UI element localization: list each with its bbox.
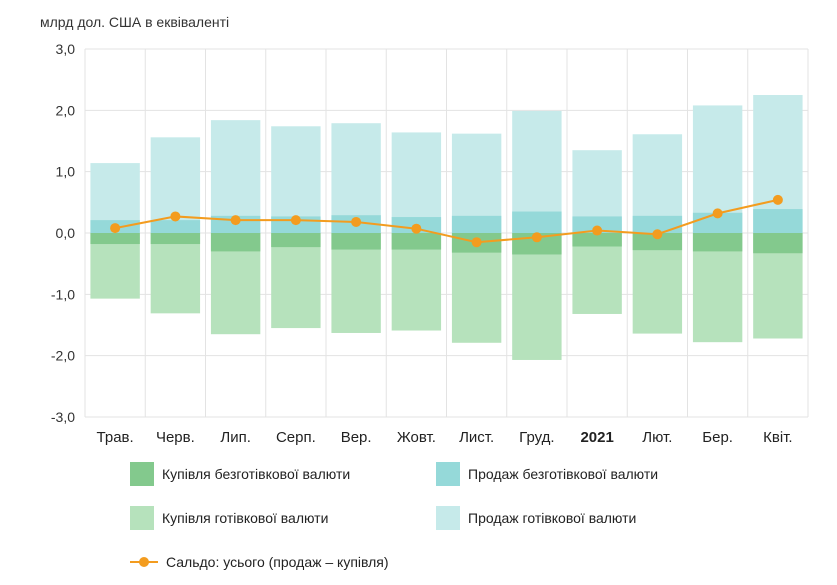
balance-point xyxy=(712,208,723,219)
y-tick-label: 0,0 xyxy=(56,225,76,241)
x-tick-label: Трав. xyxy=(97,429,134,446)
bar-neg-inner-10 xyxy=(692,233,743,252)
bar-neg-inner-11 xyxy=(753,233,803,254)
balance-point xyxy=(652,229,663,240)
legend-line-marker-balance xyxy=(130,550,158,574)
balance-point xyxy=(290,215,301,226)
x-tick-label: Вер. xyxy=(341,429,372,446)
legend-swatch-cash-sale xyxy=(436,506,460,530)
bar-neg-inner-9 xyxy=(632,233,683,251)
bar-neg-inner-0 xyxy=(90,233,140,245)
y-tick-label: 1,0 xyxy=(56,164,76,180)
bar-neg-total-3 xyxy=(271,233,321,329)
balance-line xyxy=(114,198,779,244)
x-tick-label: Лют. xyxy=(642,429,672,446)
balance-point xyxy=(592,225,603,236)
x-tick-label: Серп. xyxy=(276,429,316,446)
bar-neg-total-1 xyxy=(150,233,201,314)
chart-legend: Купівля безготівкової валюти Продаж безг… xyxy=(130,462,730,582)
bar-neg-inner-5 xyxy=(391,233,442,250)
legend-swatch-noncash-purchase xyxy=(130,462,154,486)
bar-neg-total-4 xyxy=(331,233,381,333)
x-tick-label: Квіт. xyxy=(763,429,792,446)
x-tick-label: Черв. xyxy=(156,429,195,446)
bar-neg-inner-3 xyxy=(271,233,321,248)
bar-pos-inner-6 xyxy=(451,215,502,233)
balance-point xyxy=(110,223,121,234)
bar-pos-inner-9 xyxy=(632,215,683,233)
legend-label-noncash-purchase: Купівля безготівкової валюти xyxy=(162,466,351,482)
bar-pos-total-5 xyxy=(391,132,442,233)
balance-point xyxy=(531,232,542,243)
bar-pos-inner-8 xyxy=(572,216,622,233)
balance-point xyxy=(411,223,422,234)
balance-point xyxy=(230,215,241,226)
x-tick-label: Лист. xyxy=(459,429,494,446)
legend-label-cash-sale: Продаж готівкової валюти xyxy=(468,510,637,526)
y-tick-label: 3,0 xyxy=(56,41,76,57)
legend-item-cash-purchase: Купівля готівкової валюти xyxy=(130,506,328,530)
legend-item-noncash-sale: Продаж безготівкової валюти xyxy=(436,462,658,486)
bar-pos-total-2 xyxy=(210,120,261,233)
x-tick-label: Лип. xyxy=(220,429,251,446)
x-tick-label: Груд. xyxy=(519,429,554,446)
x-tick-label: 2021 xyxy=(580,429,613,446)
legend-label-cash-purchase: Купівля готівкової валюти xyxy=(162,510,329,526)
legend-item-cash-sale: Продаж готівкової валюти xyxy=(436,506,636,530)
bar-pos-total-4 xyxy=(331,123,381,233)
legend-item-balance: Сальдо: усього (продаж – купівля) xyxy=(130,550,389,574)
bar-neg-inner-2 xyxy=(210,233,261,252)
legend-swatch-cash-purchase xyxy=(130,506,154,530)
legend-label-noncash-sale: Продаж безготівкової валюти xyxy=(468,466,659,482)
bar-neg-inner-8 xyxy=(572,233,622,247)
x-tick-label: Бер. xyxy=(702,429,733,446)
legend-dot-balance xyxy=(139,557,149,567)
x-tick-label: Жовт. xyxy=(397,429,436,446)
y-tick-label: -3,0 xyxy=(51,409,75,425)
bar-pos-inner-7 xyxy=(512,211,562,233)
y-tick-label: -1,0 xyxy=(51,286,75,302)
bar-neg-inner-4 xyxy=(331,233,381,250)
bar-neg-inner-1 xyxy=(150,233,201,245)
y-axis-unit-label: млрд дол. США в еквіваленті xyxy=(40,14,230,30)
bar-pos-inner-11 xyxy=(753,209,803,233)
balance-point xyxy=(170,211,181,222)
chart-plot: 3,0 2,0 1,0 0,0 -1,0 -2,0 -3,0 Трав. Черв. Лип. Се… xyxy=(51,41,809,446)
y-tick-label: -2,0 xyxy=(51,348,75,364)
balance-point xyxy=(772,194,783,205)
balance-point xyxy=(471,237,482,248)
legend-swatch-noncash-sale xyxy=(436,462,460,486)
balance-point xyxy=(351,216,362,227)
legend-item-noncash-purchase: Купівля безготівкової валюти xyxy=(130,462,350,486)
legend-label-balance: Сальдо: усього (продаж – купівля) xyxy=(166,554,389,570)
y-tick-label: 2,0 xyxy=(56,102,76,118)
bar-pos-inner-1 xyxy=(150,220,201,233)
